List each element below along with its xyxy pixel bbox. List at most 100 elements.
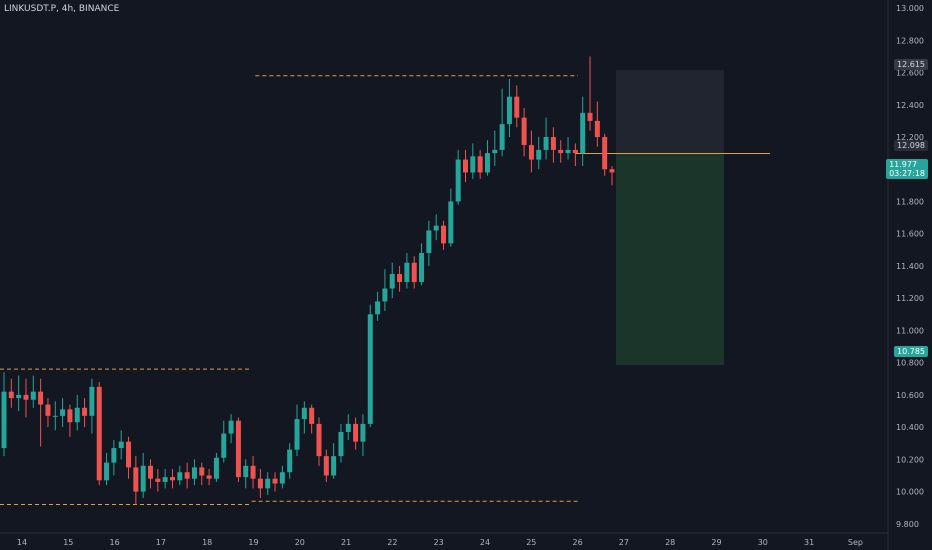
candle-body xyxy=(382,288,388,302)
target-price-label: 10.785 xyxy=(894,346,928,357)
x-tick-label: 15 xyxy=(63,538,73,547)
x-tick-label: 27 xyxy=(619,538,629,547)
candle-body xyxy=(426,230,432,254)
candle-body xyxy=(213,457,219,479)
y-tick-label: 10.400 xyxy=(896,423,924,432)
candle-body xyxy=(148,465,154,479)
candle-body xyxy=(243,465,249,478)
x-tick-label: 29 xyxy=(711,538,721,547)
candle-body xyxy=(323,456,329,476)
x-tick-label: 19 xyxy=(248,538,258,547)
x-tick-label: 16 xyxy=(110,538,120,547)
candle-body xyxy=(419,253,425,283)
candle-body xyxy=(279,472,285,484)
candle-body xyxy=(514,96,520,118)
candle-body xyxy=(294,419,300,450)
candle-body xyxy=(587,112,593,121)
candle-body xyxy=(309,407,315,424)
candle-body xyxy=(609,169,615,173)
x-tick-label: 20 xyxy=(295,538,305,547)
candle-body xyxy=(8,391,14,399)
candle-body xyxy=(199,467,205,476)
candle-body xyxy=(82,407,88,416)
target-zone xyxy=(616,153,724,366)
candle-body xyxy=(462,159,468,173)
candle-body xyxy=(169,477,175,481)
candle-body xyxy=(441,225,447,244)
candle-body xyxy=(184,472,190,479)
candle-body xyxy=(89,386,95,416)
y-tick-label: 12.400 xyxy=(896,101,924,110)
candle-body xyxy=(536,149,542,160)
candle-body xyxy=(433,225,439,231)
candle-body xyxy=(550,137,556,150)
candle-body xyxy=(177,472,183,481)
y-tick-label: 11.200 xyxy=(896,294,924,303)
candle-body xyxy=(470,156,476,173)
candle-body xyxy=(191,467,197,479)
y-tick-label: 12.600 xyxy=(896,69,924,78)
y-tick-label: 10.600 xyxy=(896,391,924,400)
candle-body xyxy=(287,449,293,473)
stop-price-label: 12.615 xyxy=(894,59,928,70)
candle-body xyxy=(140,465,146,492)
candle-body xyxy=(331,456,337,476)
candle-body xyxy=(16,394,22,399)
candle-body xyxy=(118,441,124,449)
candle-body xyxy=(558,149,564,154)
candle-body xyxy=(23,394,29,400)
candle-body xyxy=(594,120,600,137)
candle-body xyxy=(565,149,571,154)
candle-body xyxy=(126,441,132,468)
x-tick-label: 22 xyxy=(387,538,397,547)
candle-body xyxy=(397,274,403,283)
candle-body xyxy=(272,478,278,484)
candle-body xyxy=(235,420,241,478)
candle-body xyxy=(572,149,578,154)
symbol-title: LINKUSDT.P, 4h, BINANCE xyxy=(4,4,120,14)
countdown-value: 03:27:18 xyxy=(889,169,925,178)
candle-body xyxy=(543,137,549,150)
candle-body xyxy=(155,478,161,482)
candle-body xyxy=(528,145,534,160)
candle-body xyxy=(499,124,505,150)
last-price-value: 11.977 xyxy=(889,160,918,169)
x-tick-label: 14 xyxy=(17,538,27,547)
candle-body xyxy=(221,433,227,458)
candle-body xyxy=(580,112,586,154)
candle-body xyxy=(228,420,234,434)
candle-body xyxy=(521,117,527,146)
candle-body xyxy=(506,96,512,125)
y-tick-label: 13.000 xyxy=(896,4,924,13)
x-tick-label: Sep xyxy=(848,538,863,547)
y-tick-label: 11.600 xyxy=(896,230,924,239)
x-tick-label: 21 xyxy=(341,538,351,547)
candle-body xyxy=(448,201,454,244)
x-tick-label: 31 xyxy=(804,538,814,547)
candle-body xyxy=(1,391,7,449)
candle-body xyxy=(45,404,51,416)
candle-body xyxy=(345,423,351,432)
candle-body xyxy=(250,465,256,479)
candle-body xyxy=(404,262,410,283)
candle-body xyxy=(104,462,110,481)
candle-body xyxy=(133,467,139,492)
stop-zone xyxy=(616,70,724,154)
candle-body xyxy=(455,159,461,202)
candle-body xyxy=(257,478,263,489)
candle-body xyxy=(492,149,498,154)
y-tick-label: 11.400 xyxy=(896,262,924,271)
candle-body xyxy=(96,386,102,481)
candle-body xyxy=(389,274,395,289)
candle-body xyxy=(265,478,271,489)
candle-body xyxy=(484,153,490,173)
candle-body xyxy=(162,477,168,482)
candle-body xyxy=(360,423,366,442)
candle-body xyxy=(30,391,36,400)
candle-body xyxy=(60,409,66,416)
candle-body xyxy=(353,423,359,442)
y-tick-label: 12.800 xyxy=(896,36,924,45)
y-tick-label: 10.000 xyxy=(896,488,924,497)
candle-body xyxy=(375,301,381,315)
